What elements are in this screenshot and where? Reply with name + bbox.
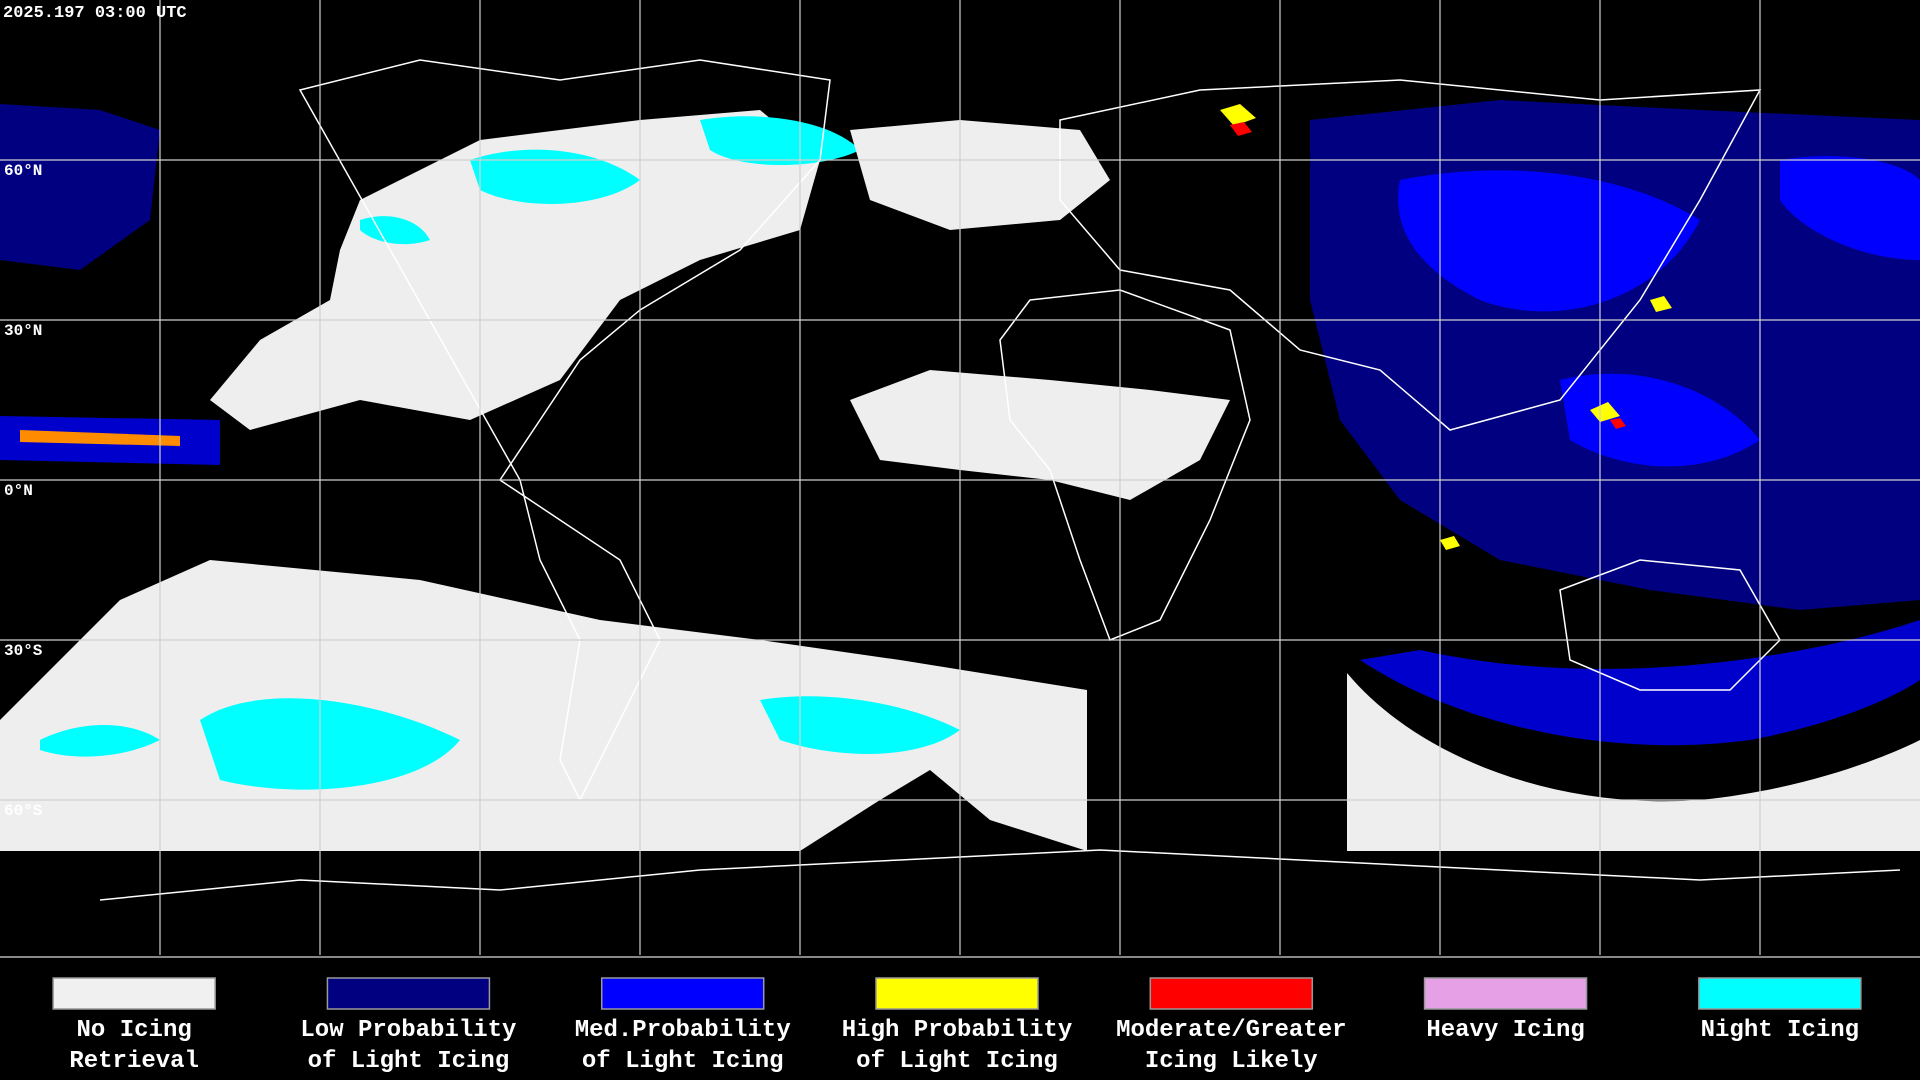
latitude-label: 0°N [4,482,33,500]
legend-swatch [1149,977,1314,1010]
icing-low-probability [0,104,160,270]
legend-label-line: Night Icing [1701,1017,1859,1044]
cloud-no-icing [1347,673,1920,851]
cloud-no-icing [850,370,1230,500]
legend-label-line: of Light Icing [856,1048,1058,1075]
legend-swatch [326,977,491,1010]
legend-swatch [875,977,1039,1010]
legend-label-line: of Light Icing [582,1048,784,1075]
legend-label-line: High Probability [842,1017,1072,1044]
cloud-no-icing [850,120,1110,230]
graticule [0,0,1920,955]
legend-swatch [1698,977,1862,1010]
legend-label-line: Icing Likely [1145,1048,1318,1075]
map-area [0,59,1920,901]
legend-label: No Icing Retrieval [69,1017,199,1075]
cloud-night-icing [360,116,860,245]
legend-label: Heavy Icing [1426,1017,1584,1044]
icing-med-probability [1360,620,1920,746]
cloud-no-icing [210,110,820,430]
legend-swatch [1423,977,1588,1010]
legend-label: Low Probability of Light Icing [300,1017,516,1075]
timestamp: 2025.197 03:00 UTC [3,4,187,23]
legend-label-line: No Icing [77,1017,192,1044]
latitude-label: 30°S [4,642,43,660]
legend-swatch [600,977,765,1010]
latitude-label: 60°N [4,162,42,180]
legend-label-line: Retrieval [69,1048,199,1075]
legend-label: Night Icing [1701,1017,1859,1044]
latitude-label: 60°S [4,802,43,820]
coastline-africa [999,289,1251,641]
cloud-night-icing [40,696,960,790]
icing-moderate [20,430,180,446]
icing-med-probability [1398,156,1920,467]
legend-label: High Probability of Light Icing [842,1017,1072,1075]
coastline-australia [1559,559,1781,691]
legend-label-line: Heavy Icing [1426,1017,1584,1044]
legend-swatch [52,977,216,1010]
coastline-eurasia [1059,79,1762,431]
latitude-label: 30°N [4,322,42,340]
legend-label: Med.Probability of Light Icing [575,1017,791,1075]
legend-label: Moderate/Greater Icing Likely [1116,1017,1346,1075]
legend-label-line: Moderate/Greater [1116,1017,1346,1044]
legend-label-line: of Light Icing [308,1048,510,1075]
legend-label-line: Low Probability [300,1017,516,1044]
legend-label-line: Med.Probability [575,1017,791,1044]
